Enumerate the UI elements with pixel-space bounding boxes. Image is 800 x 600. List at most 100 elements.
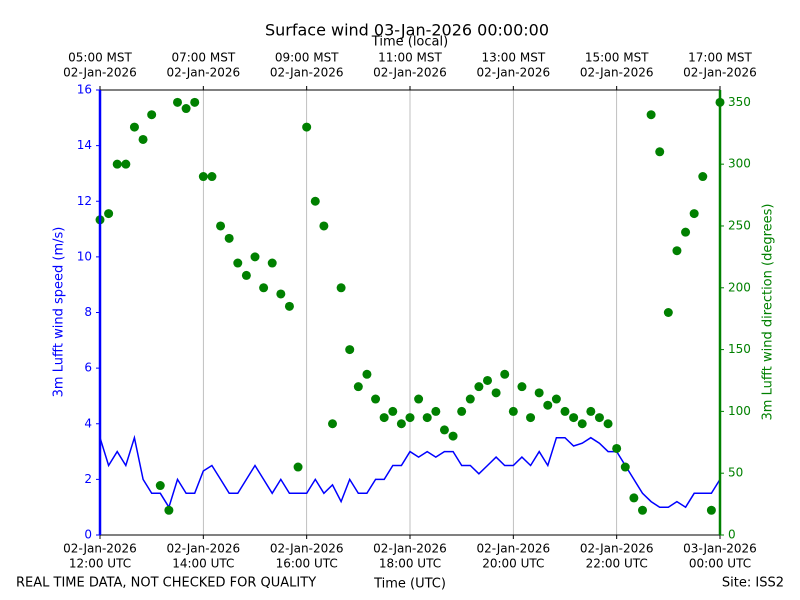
direction-point [638, 505, 647, 515]
y2-tick-label: 350 [728, 95, 751, 109]
direction-point [129, 122, 139, 132]
direction-point [620, 462, 630, 472]
direction-point [224, 233, 234, 243]
top-tick-label: 02-Jan-2026 [477, 66, 551, 80]
direction-point [328, 419, 337, 429]
direction-point [388, 406, 398, 416]
direction-point [603, 419, 613, 429]
y-tick-label: 8 [84, 305, 92, 319]
direction-point [198, 172, 208, 182]
y-tick-label: 10 [77, 249, 92, 263]
chart-title: Surface wind 03-Jan-2026 00:00:00 [265, 21, 549, 40]
direction-point [181, 104, 191, 114]
direction-point [474, 382, 484, 392]
direction-point [534, 388, 544, 398]
x-tick-label: 03-Jan-2026 [683, 542, 757, 556]
direction-point [569, 413, 579, 423]
direction-point [284, 301, 294, 311]
direction-point [147, 110, 157, 120]
direction-point [457, 406, 467, 416]
y-tick-label: 2 [84, 472, 92, 486]
direction-point [267, 258, 277, 268]
top-tick-label: 05:00 MST [68, 51, 132, 65]
top-tick-label: 02-Jan-2026 [683, 66, 757, 80]
x-tick-label: 02-Jan-2026 [63, 542, 137, 556]
x-tick-label: 18:00 UTC [379, 557, 441, 571]
x-tick-label: 02-Jan-2026 [167, 542, 241, 556]
direction-point [121, 159, 131, 169]
top-tick-label: 09:00 MST [275, 51, 339, 65]
direction-point [491, 388, 501, 398]
y2-tick-label: 100 [728, 404, 751, 418]
direction-point [577, 419, 587, 429]
direction-point [543, 400, 553, 410]
x-tick-label: 16:00 UTC [276, 557, 338, 571]
footer-right: Site: ISS2 [722, 576, 784, 591]
direction-point [672, 246, 682, 256]
y-tick-label: 16 [77, 83, 92, 97]
y2-tick-label: 250 [728, 218, 751, 232]
x-tick-label: 20:00 UTC [482, 557, 544, 571]
direction-point [560, 406, 570, 416]
direction-point [663, 308, 673, 317]
direction-point [405, 413, 415, 423]
x-tick-label: 02-Jan-2026 [477, 542, 551, 556]
direction-point [138, 134, 148, 144]
top-tick-label: 11:00 MST [378, 51, 442, 65]
y-tick-label: 0 [84, 528, 92, 542]
y-axis-label: 3m Lufft wind speed (m/s) [52, 227, 67, 398]
direction-point [655, 147, 665, 157]
direction-point [698, 172, 708, 182]
direction-point [629, 493, 639, 503]
direction-point [310, 196, 320, 206]
direction-point [336, 283, 346, 293]
y-tick-label: 4 [84, 416, 92, 430]
direction-point [155, 481, 165, 491]
direction-point [362, 369, 372, 379]
x-tick-label: 02-Jan-2026 [373, 542, 447, 556]
y2-tick-label: 200 [728, 280, 751, 294]
y2-tick-label: 150 [728, 342, 751, 356]
direction-point [104, 209, 114, 219]
x-tick-label: 12:00 UTC [69, 557, 131, 571]
direction-point [353, 382, 363, 392]
direction-point [439, 425, 449, 435]
direction-point [379, 413, 389, 423]
top-tick-label: 02-Jan-2026 [580, 66, 654, 80]
direction-point [646, 110, 656, 120]
top-tick-label: 15:00 MST [585, 51, 649, 65]
direction-point [508, 406, 518, 416]
direction-point [259, 283, 269, 293]
x-tick-label: 22:00 UTC [586, 557, 648, 571]
direction-point [276, 289, 286, 299]
direction-point [594, 413, 604, 423]
direction-point [414, 394, 424, 404]
top-tick-label: 02-Jan-2026 [270, 66, 344, 80]
direction-point [164, 505, 174, 515]
y2-tick-label: 300 [728, 157, 751, 171]
top-tick-label: 17:00 MST [688, 51, 752, 65]
direction-point [345, 345, 355, 355]
x-axis-label: Time (UTC) [373, 577, 446, 592]
direction-point [526, 413, 536, 423]
y2-tick-label: 0 [728, 528, 736, 542]
direction-point [319, 221, 329, 231]
x-tick-label: 02-Jan-2026 [270, 542, 344, 556]
direction-point [173, 97, 182, 107]
top-tick-label: 02-Jan-2026 [167, 66, 241, 80]
direction-point [612, 443, 622, 453]
footer-left: REAL TIME DATA, NOT CHECKED FOR QUALITY [16, 576, 316, 591]
direction-point [465, 394, 475, 404]
direction-point [302, 122, 312, 132]
direction-point [216, 221, 226, 231]
top-axis-label: Time (local) [371, 35, 448, 50]
x-tick-label: 02-Jan-2026 [580, 542, 654, 556]
direction-point [586, 406, 596, 416]
direction-point [190, 97, 200, 107]
direction-point [500, 369, 510, 379]
direction-point [233, 258, 243, 268]
direction-point [706, 505, 716, 515]
direction-point [371, 394, 381, 404]
y-tick-label: 14 [77, 138, 92, 152]
